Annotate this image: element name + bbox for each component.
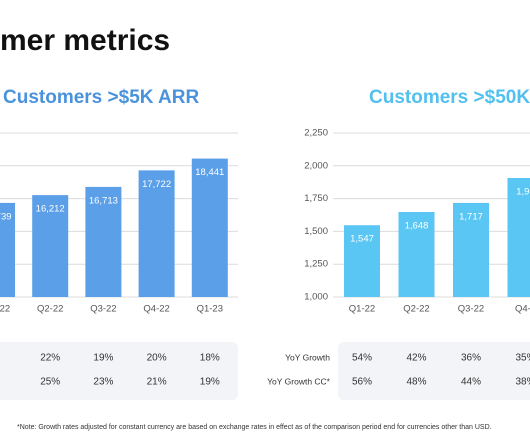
- x-tick-label: Q3-22: [90, 304, 116, 315]
- bar: [191, 158, 228, 297]
- data-label: 17,722: [142, 179, 171, 190]
- x-tick-label: Q2-22: [403, 304, 429, 315]
- growth-value: 21%: [147, 377, 167, 388]
- x-tick-label: Q4-22: [143, 304, 169, 315]
- data-label: 1,648: [405, 220, 429, 231]
- growth-value: 38%: [515, 377, 530, 388]
- x-tick-label: Q4-2: [515, 304, 530, 315]
- bar: [85, 186, 122, 297]
- data-label: 15,739: [0, 211, 12, 222]
- data-label: 16,212: [36, 204, 65, 215]
- data-label: 1,717: [459, 211, 483, 222]
- table-box: [338, 342, 530, 400]
- growth-value: 23%: [93, 377, 113, 388]
- row-label: YoY Growth CC*: [267, 376, 331, 386]
- bar: [138, 170, 175, 297]
- x-tick-label: Q1-23: [197, 304, 223, 315]
- bar: [398, 211, 435, 297]
- y-tick-label: 1,750: [304, 193, 328, 204]
- y-tick-label: 1,500: [304, 226, 328, 237]
- growth-value: 35%: [515, 353, 530, 364]
- growth-value: 25%: [40, 377, 60, 388]
- x-tick-label: Q3-22: [458, 304, 484, 315]
- y-tick-label: 1,250: [304, 259, 328, 270]
- y-tick-label: 2,250: [304, 128, 328, 139]
- x-tick-label: Q1-22: [0, 304, 10, 315]
- growth-value: 54%: [352, 353, 372, 364]
- growth-value: 19%: [200, 377, 220, 388]
- data-label: 1,90: [516, 187, 530, 198]
- chart-title: Customers >$50K: [369, 87, 530, 108]
- page-title: mer metrics: [0, 24, 170, 57]
- chart-title: Customers >$5K ARR: [3, 87, 199, 108]
- bar: [0, 202, 15, 297]
- bar: [453, 202, 489, 297]
- y-tick-label: 2,000: [304, 160, 328, 171]
- growth-value: 20%: [147, 353, 167, 364]
- x-tick-label: Q2-22: [37, 304, 63, 315]
- growth-value: 19%: [93, 353, 113, 364]
- footnote: *Note: Growth rates adjusted for constan…: [17, 424, 492, 431]
- growth-value: 44%: [461, 377, 481, 388]
- growth-value: 48%: [406, 377, 426, 388]
- bar: [32, 195, 69, 297]
- growth-value: 22%: [40, 353, 60, 364]
- bar: [344, 225, 380, 297]
- bar: [507, 178, 530, 297]
- data-label: 18,441: [195, 167, 224, 178]
- growth-value: 36%: [461, 353, 481, 364]
- row-label: YoY Growth: [285, 352, 330, 362]
- growth-value: 56%: [352, 377, 372, 388]
- growth-value: 18%: [200, 353, 220, 364]
- data-label: 16,713: [89, 195, 118, 206]
- growth-value: 42%: [406, 353, 426, 364]
- x-tick-label: Q1-22: [349, 304, 375, 315]
- y-tick-label: 1,000: [304, 292, 328, 303]
- table-box: [0, 342, 238, 400]
- data-label: 1,547: [350, 234, 374, 245]
